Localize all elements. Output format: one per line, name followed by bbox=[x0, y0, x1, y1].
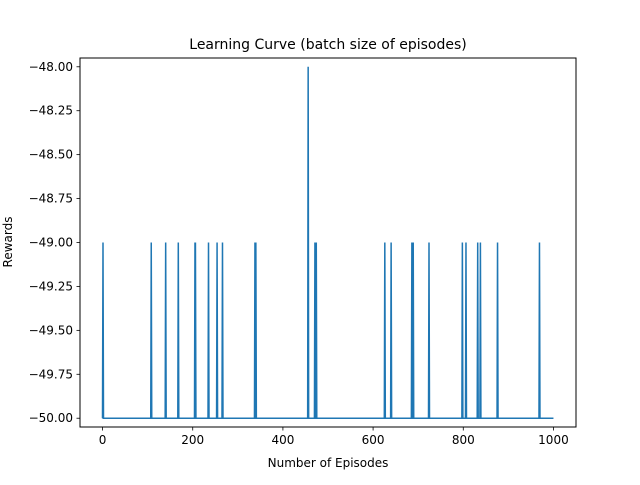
y-tick-label: −49.00 bbox=[29, 236, 73, 250]
reward-spike bbox=[411, 242, 415, 419]
reward-spike bbox=[315, 242, 318, 419]
plot-frame bbox=[79, 57, 577, 428]
reward-spike bbox=[306, 66, 310, 419]
reward-spike bbox=[207, 242, 210, 419]
reward-spike bbox=[101, 242, 105, 419]
x-tick-label: 0 bbox=[99, 433, 107, 447]
y-tick-label: −50.00 bbox=[29, 411, 73, 425]
reward-spike bbox=[476, 242, 479, 419]
y-tick-label: −49.50 bbox=[29, 323, 73, 337]
y-tick-label: −48.25 bbox=[29, 104, 73, 118]
y-tick-label: −48.00 bbox=[29, 60, 73, 74]
y-axis-label: Rewards bbox=[1, 217, 15, 268]
x-tick-label: 400 bbox=[271, 433, 294, 447]
x-tick-label: 600 bbox=[362, 433, 385, 447]
reward-spike bbox=[427, 242, 431, 419]
y-tick-label: −48.50 bbox=[29, 148, 73, 162]
reward-spike bbox=[461, 242, 464, 419]
x-tick-label: 200 bbox=[181, 433, 204, 447]
reward-spike bbox=[479, 242, 482, 419]
reward-spike bbox=[221, 242, 224, 419]
reward-spike bbox=[215, 242, 219, 419]
reward-spike bbox=[164, 242, 167, 419]
reward-spike bbox=[194, 242, 197, 419]
reward-spike bbox=[383, 242, 387, 419]
x-axis-label: Number of Episodes bbox=[268, 456, 389, 470]
chart-title: Learning Curve (batch size of episodes) bbox=[189, 37, 466, 53]
reward-spike bbox=[538, 242, 541, 419]
reward-spike bbox=[496, 242, 499, 419]
reward-spike bbox=[389, 242, 393, 419]
reward-spike bbox=[177, 242, 180, 419]
series-group bbox=[101, 66, 554, 419]
y-tick-label: −49.75 bbox=[29, 367, 73, 381]
reward-spike bbox=[149, 242, 153, 419]
reward-spike bbox=[254, 242, 258, 419]
y-tick-label: −48.75 bbox=[29, 192, 73, 206]
y-tick-label: −49.25 bbox=[29, 279, 73, 293]
y-axis-ticks: −50.00 −49.75 −49.50 −49.25 −49.00 −48.75 −48.… bbox=[29, 60, 80, 425]
reward-spike bbox=[464, 242, 468, 419]
x-tick-label: 800 bbox=[452, 433, 475, 447]
x-tick-label: 1000 bbox=[538, 433, 569, 447]
x-axis-ticks: 0 200 400 600 800 1000 bbox=[99, 427, 569, 447]
